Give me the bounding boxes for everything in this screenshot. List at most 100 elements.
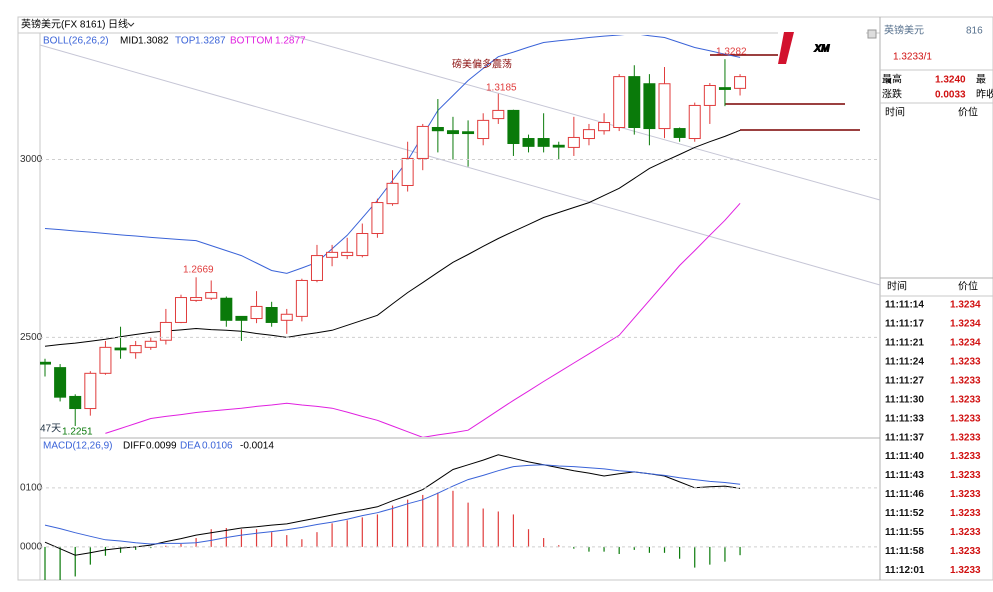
candle-body bbox=[280, 313, 293, 321]
tick-time: 11:11:17 bbox=[885, 319, 924, 330]
candle-body bbox=[401, 157, 414, 186]
candle-body bbox=[658, 83, 671, 130]
price-pane bbox=[40, 35, 747, 437]
quote-field: 1.3240 bbox=[935, 75, 966, 86]
y-tick-label: 2500 bbox=[20, 332, 43, 343]
quote-code: 816 bbox=[966, 26, 983, 37]
indicator-legend: MACD(12,26,9) bbox=[43, 441, 112, 452]
tick-time: 11:11:27 bbox=[885, 375, 924, 386]
logo: XM bbox=[778, 27, 866, 69]
indicator-legend: BOLL(26,26,2) bbox=[43, 36, 109, 47]
tick-time: 11:11:14 bbox=[885, 300, 924, 311]
candle-body bbox=[537, 138, 550, 147]
legend-value: -0.0014 bbox=[240, 441, 274, 452]
collapse-button[interactable] bbox=[867, 29, 877, 39]
candle-body bbox=[628, 76, 641, 128]
macd-pane bbox=[44, 454, 741, 580]
tick-time: 11:11:37 bbox=[885, 432, 924, 443]
logo-accent bbox=[778, 32, 794, 64]
legend-name: BOTTOM bbox=[230, 36, 273, 47]
candle-body bbox=[446, 130, 459, 135]
tick-price: 1.3233 bbox=[950, 451, 981, 462]
candle-body bbox=[688, 104, 701, 140]
candle-body bbox=[341, 251, 354, 257]
y-tick-label: 0100 bbox=[20, 482, 43, 493]
candle-body bbox=[598, 122, 611, 132]
candle-body bbox=[326, 251, 339, 258]
candle-body bbox=[613, 76, 626, 128]
quote-field: 最 bbox=[976, 74, 986, 86]
candle-body bbox=[416, 125, 429, 159]
quote-price: 1.3233/1 bbox=[893, 52, 932, 63]
extreme-label: 1.3185 bbox=[486, 83, 517, 94]
quote-field: 最高 bbox=[882, 73, 902, 86]
tick-price: 1.3234 bbox=[950, 300, 981, 311]
candle-body bbox=[99, 346, 112, 374]
extreme-label: 1.3282 bbox=[716, 47, 747, 58]
tick-price: 1.3233 bbox=[950, 508, 981, 519]
candle-body bbox=[477, 119, 490, 140]
tick-price: 1.3233 bbox=[950, 394, 981, 405]
column-header: 价位 bbox=[958, 280, 978, 293]
tick-price: 1.3234 bbox=[950, 338, 981, 349]
tick-time: 11:11:52 bbox=[885, 508, 924, 519]
candle-body bbox=[235, 315, 248, 321]
trend-lines bbox=[39, 34, 881, 286]
logo-text: XM bbox=[814, 44, 831, 55]
candle-body bbox=[718, 87, 731, 90]
legend-name: MID bbox=[120, 36, 138, 47]
period[interactable]: 日线 bbox=[108, 18, 128, 31]
arrow bbox=[886, 78, 891, 84]
candle-body bbox=[734, 76, 747, 89]
candle-body bbox=[507, 109, 520, 145]
legend-value: 0.0099 bbox=[146, 441, 177, 452]
legend-name: DEA bbox=[180, 441, 201, 452]
candle-body bbox=[159, 321, 172, 341]
trend-line bbox=[289, 34, 881, 201]
candle-body bbox=[371, 202, 384, 235]
candle-body bbox=[522, 138, 535, 147]
period-dropdown[interactable] bbox=[127, 22, 135, 27]
tick-price: 1.3233 bbox=[950, 546, 981, 557]
candle-body bbox=[673, 128, 686, 138]
legend-value: 1.3082 bbox=[138, 36, 169, 47]
candle-body bbox=[431, 126, 444, 132]
candle-body bbox=[295, 279, 308, 317]
candle-body bbox=[69, 395, 82, 410]
legend-value: 1.3287 bbox=[195, 36, 226, 47]
tick-price: 1.3234 bbox=[950, 319, 981, 330]
tick-time: 11:11:43 bbox=[885, 470, 924, 481]
candle-body bbox=[190, 297, 203, 301]
tick-price: 1.3233 bbox=[950, 470, 981, 481]
symbol: 英镑美元(FX 8161) bbox=[21, 18, 105, 31]
candle-body bbox=[643, 83, 656, 130]
legend-name: TOP bbox=[175, 36, 196, 47]
tick-time: 11:11:21 bbox=[885, 338, 924, 349]
candle-body bbox=[552, 144, 565, 148]
tick-time: 11:11:24 bbox=[885, 356, 924, 367]
indicator-line bbox=[105, 202, 741, 437]
candle-body bbox=[567, 136, 580, 148]
bar-count: 47天 bbox=[40, 424, 61, 435]
candle-body bbox=[174, 297, 187, 323]
candle-body bbox=[703, 85, 716, 106]
extreme-label: 1.2251 bbox=[62, 427, 93, 438]
tick-price: 1.3233 bbox=[950, 375, 981, 386]
legend-name: DIFF bbox=[123, 441, 145, 452]
tick-time: 11:11:55 bbox=[885, 527, 924, 538]
candle-body bbox=[310, 255, 323, 281]
tick-time: 11:11:30 bbox=[885, 394, 924, 405]
y-tick-label: 3000 bbox=[20, 154, 43, 165]
column-header: 价位 bbox=[958, 106, 978, 119]
candle-body bbox=[356, 233, 369, 257]
candle-body bbox=[54, 367, 67, 398]
candle-body bbox=[144, 340, 157, 348]
quote-field: 涨跌 bbox=[882, 88, 902, 101]
legend-value: 0.0106 bbox=[202, 441, 233, 452]
candle-body bbox=[386, 182, 399, 205]
column-header: 时间 bbox=[885, 106, 905, 119]
quote-field: 昨收 bbox=[976, 88, 993, 101]
tick-price: 1.3233 bbox=[950, 413, 981, 424]
tick-time: 11:11:58 bbox=[885, 546, 924, 557]
